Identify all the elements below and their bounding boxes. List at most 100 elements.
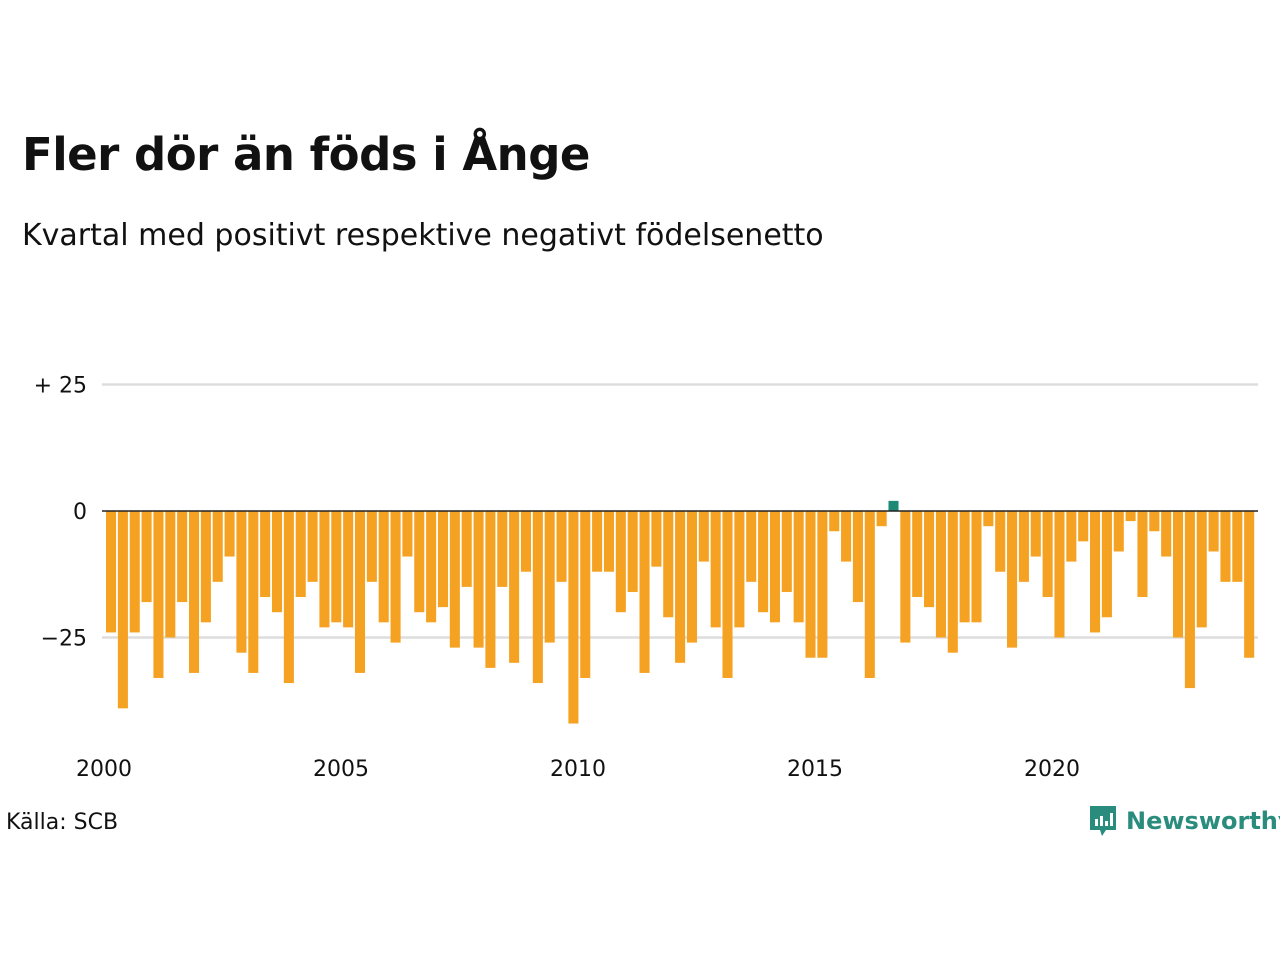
bar-negative <box>1066 511 1077 562</box>
bar-negative <box>686 511 697 643</box>
bar-negative <box>1244 511 1255 658</box>
bar-negative <box>746 511 757 582</box>
bar-negative <box>1184 511 1195 689</box>
bar-negative <box>473 511 484 648</box>
bar-negative <box>864 511 875 678</box>
newsworthy-logo-icon <box>1090 806 1116 836</box>
bar-negative <box>1101 511 1112 618</box>
bar-negative <box>212 511 223 582</box>
bar-negative <box>1232 511 1243 582</box>
bar-negative <box>568 511 579 724</box>
bar-negative <box>141 511 152 603</box>
bar-negative <box>283 511 294 684</box>
bar-negative <box>603 511 614 572</box>
bar-negative <box>153 511 164 678</box>
bar-negative <box>426 511 437 623</box>
x-tick-label: 2005 <box>313 757 369 782</box>
bar-negative <box>165 511 176 638</box>
y-tick-label: −25 <box>41 627 87 652</box>
bar-negative <box>675 511 686 663</box>
bar-negative <box>319 511 330 628</box>
bar-negative <box>615 511 626 613</box>
bar-negative <box>188 511 200 673</box>
bar-negative <box>1042 511 1053 598</box>
bar-negative <box>592 511 603 572</box>
bar-negative <box>852 511 863 603</box>
x-tick-label: 2000 <box>76 757 132 782</box>
bar-negative <box>461 511 472 587</box>
source-note: Källa: SCB <box>6 810 119 835</box>
bar-negative <box>532 511 543 684</box>
bar-negative <box>1137 511 1148 598</box>
bar-negative <box>876 511 887 527</box>
bar-negative <box>971 511 982 623</box>
y-tick-label: 0 <box>73 500 87 525</box>
bar-negative <box>912 511 923 598</box>
bar-negative <box>959 511 970 623</box>
bar-negative <box>260 511 271 598</box>
bar-negative <box>295 511 306 598</box>
bar-negative <box>1018 511 1029 582</box>
bar-negative <box>734 511 745 628</box>
bar-negative <box>307 511 318 582</box>
bar-negative <box>627 511 638 592</box>
bar-negative <box>378 511 389 623</box>
bar-negative <box>106 511 117 633</box>
bar-chart: + 25 0 −25 2000 2005 2010 2015 2020 <box>34 374 1258 782</box>
bar-negative <box>485 511 496 668</box>
bar-negative <box>556 511 567 582</box>
bar-negative <box>1054 511 1065 638</box>
bar-negative <box>449 511 460 648</box>
bar-negative <box>639 511 650 673</box>
bar-negative <box>722 511 733 678</box>
bar-negative <box>1125 511 1136 522</box>
bar-negative <box>1220 511 1231 582</box>
bar-negative <box>117 511 128 709</box>
chart-subtitle: Kvartal med positivt respektive negativt… <box>22 218 824 253</box>
bar-negative <box>414 511 425 613</box>
bar-negative <box>509 511 520 663</box>
bar-negative <box>177 511 188 603</box>
bar-negative <box>758 511 769 613</box>
bar-negative <box>437 511 449 608</box>
x-tick-label: 2015 <box>787 757 843 782</box>
bar-negative <box>935 511 946 638</box>
bar-negative <box>1030 511 1041 557</box>
bar-negative <box>924 511 935 608</box>
bar-negative <box>402 511 413 557</box>
bar-negative <box>580 511 591 678</box>
bar-negative <box>663 511 674 618</box>
bar-negative <box>983 511 994 527</box>
y-axis-ticks: + 25 0 −25 <box>34 374 87 652</box>
bars <box>106 500 1255 724</box>
bar-negative <box>129 511 140 633</box>
bar-negative <box>710 511 721 628</box>
bar-negative <box>817 511 828 658</box>
bar-negative <box>1149 511 1160 532</box>
bar-negative <box>236 511 247 653</box>
bar-negative <box>698 511 709 562</box>
brand-logo[interactable]: Newsworthy <box>1088 804 1280 838</box>
bar-negative <box>947 511 958 653</box>
x-tick-label: 2020 <box>1024 757 1080 782</box>
bar-positive <box>888 500 899 511</box>
bar-negative <box>1196 511 1207 628</box>
bar-negative <box>1090 511 1101 633</box>
bar-negative <box>1078 511 1089 542</box>
brand-name: Newsworthy <box>1126 807 1280 835</box>
bar-negative <box>390 511 401 643</box>
bar-negative <box>224 511 235 557</box>
bar-negative <box>520 511 532 572</box>
bar-negative <box>995 511 1006 572</box>
chart-title: Fler dör än föds i Ånge <box>22 128 590 181</box>
bar-negative <box>271 511 283 613</box>
bar-negative <box>651 511 662 567</box>
bar-negative <box>1113 511 1124 552</box>
x-tick-label: 2010 <box>550 757 606 782</box>
bar-negative <box>248 511 259 673</box>
bar-negative <box>805 511 816 658</box>
bar-negative <box>354 511 366 673</box>
bar-negative <box>793 511 804 623</box>
bar-negative <box>343 511 354 628</box>
bar-negative <box>781 511 792 592</box>
